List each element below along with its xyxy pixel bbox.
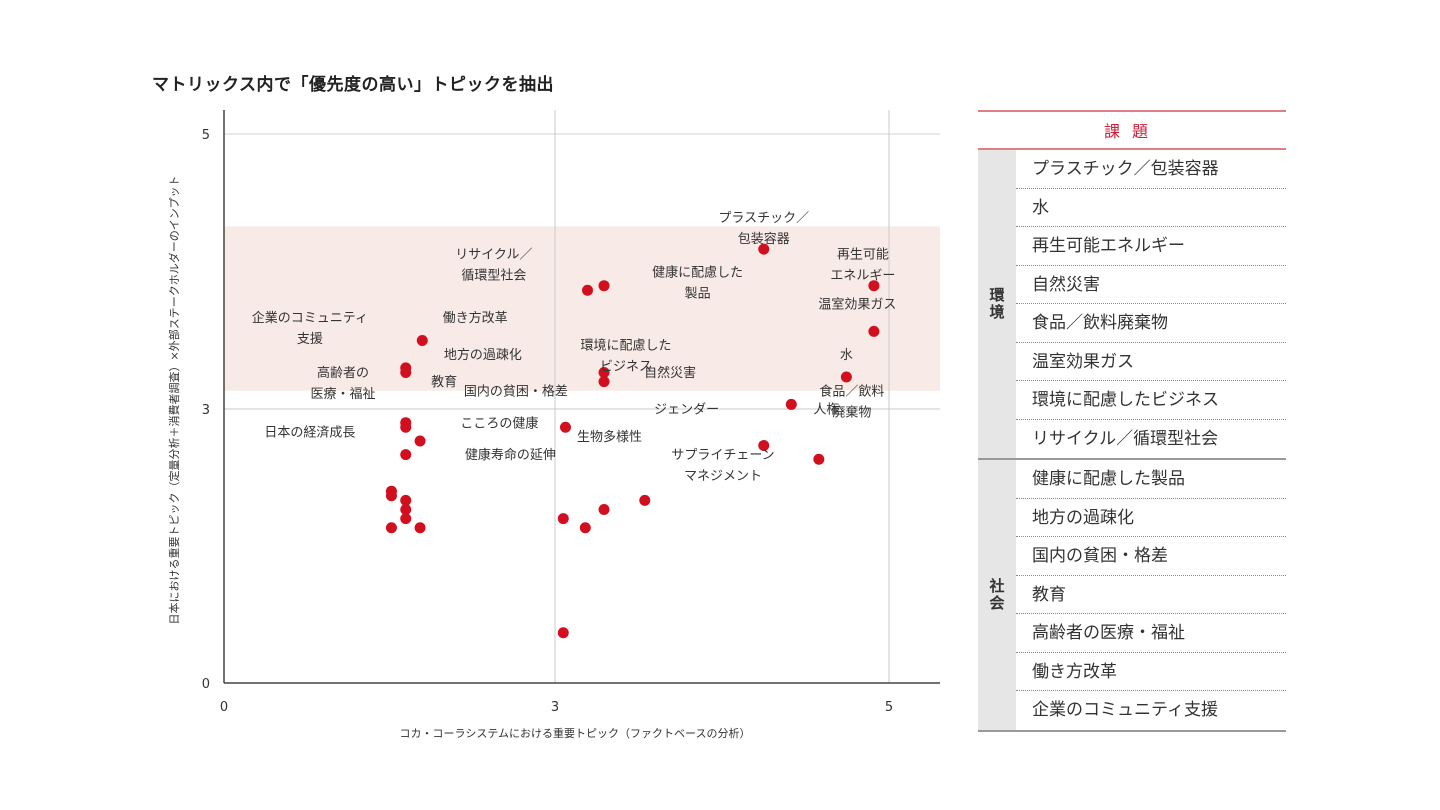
point-label: エネルギー — [830, 268, 895, 283]
point-label: 支援 — [297, 332, 323, 347]
data-point-29 — [414, 522, 426, 534]
data-point-27 — [579, 522, 591, 534]
data-point-16 — [400, 449, 412, 461]
point-label: 再生可能 — [837, 247, 889, 262]
point-label: リサイクル／ — [455, 247, 532, 262]
point-label: 健康寿命の延伸 — [465, 447, 556, 463]
issue-row: 温室効果ガス — [1016, 343, 1286, 381]
data-point-15 — [559, 421, 571, 433]
point-label: プラスチック／ — [718, 211, 809, 226]
y-tick-label: 0 — [202, 677, 210, 692]
data-point-24 — [639, 494, 651, 506]
issue-row: 教育 — [1016, 576, 1286, 614]
issues-table: 課題 環境 プラスチック／包装容器水再生可能エネルギー 自然災害 食品／飲料廃棄物 温室… — [978, 110, 1286, 732]
point-label: 環境に配慮した — [581, 339, 672, 354]
data-point-28 — [385, 522, 397, 534]
data-point-20 — [385, 490, 397, 502]
data-point-26 — [557, 513, 569, 525]
point-label: マネジメント — [684, 469, 762, 484]
data-point-13 — [400, 421, 412, 433]
issue-row: リサイクル／循環型社会 — [1032, 428, 1219, 449]
point-label: 日本の経済成長 — [264, 424, 355, 440]
data-point-23 — [400, 513, 412, 525]
issue-rows: 健康に配慮した製品 地方の過疎化 国内の貧困・格差 教育 高齢者の医療・福祉 働き方改革企… — [1016, 460, 1286, 730]
data-point-11 — [785, 398, 797, 410]
issue-row: 健康に配慮した製品 — [1016, 460, 1286, 499]
data-point-5 — [416, 335, 428, 346]
data-point-1 — [582, 284, 594, 296]
data-point-25 — [598, 503, 610, 515]
point-label: 企業のコミュニティ — [252, 310, 368, 326]
data-point-17 — [758, 440, 770, 452]
data-point-0 — [758, 243, 770, 255]
issue-row: 食品／飲料廃棄物 — [1016, 304, 1286, 343]
x-tick-label: 0 — [220, 700, 228, 715]
issue-group: 環境 プラスチック／包装容器水再生可能エネルギー 自然災害 食品／飲料廃棄物 温室効果ガ… — [978, 150, 1286, 460]
point-label: 人権 — [813, 402, 839, 418]
issue-row: 高齢者の医療・福祉 — [1016, 614, 1286, 653]
data-point-2 — [598, 280, 610, 292]
chart-title: マトリックス内で「優先度の高い」トピックを抽出 — [152, 75, 554, 95]
issue-category-label: 環境 — [987, 287, 1006, 321]
issue-category-label: 社会 — [987, 577, 1006, 612]
point-label: 生物多様性 — [577, 429, 642, 445]
data-point-9 — [598, 376, 610, 388]
data-point-30 — [557, 627, 569, 639]
y-tick-label: 3 — [202, 403, 210, 418]
point-label: ビジネス — [600, 360, 652, 375]
data-point-10 — [840, 371, 852, 383]
priority-region — [224, 226, 940, 391]
data-point-3 — [868, 280, 880, 292]
point-label: 包装容器 — [738, 231, 790, 247]
issue-row: 再生可能エネルギー — [1016, 227, 1286, 266]
issue-row: 国内の貧困・格差 — [1016, 537, 1286, 576]
issue-row: 環境に配慮したビジネス — [1016, 381, 1286, 420]
point-label: 食品／飲料 — [819, 383, 884, 399]
issue-row: プラスチック／包装容器 — [1016, 150, 1286, 189]
point-label: 健康に配慮した — [652, 265, 743, 281]
data-point-14 — [414, 435, 426, 447]
point-label: サプライチェーン — [671, 448, 774, 463]
issue-rows: プラスチック／包装容器水再生可能エネルギー 自然災害 食品／飲料廃棄物 温室効果ガス環… — [1016, 150, 1286, 458]
y-axis-title: 日本における重要トピック（定量分析＋消費者調査）×外部ステークホルダーのインプッ… — [167, 176, 181, 625]
issue-row: 働き方改革 — [1016, 653, 1286, 691]
point-label: 水 — [840, 348, 853, 363]
issue-row: 地方の過疎化 — [1016, 499, 1286, 537]
x-axis-title: コカ・コーラシステムにおける重要トピック（ファクトベースの分析） — [400, 726, 751, 740]
data-point-7 — [400, 366, 412, 378]
point-label: 循環型社会 — [461, 267, 526, 283]
point-label: 廃棄物 — [832, 404, 871, 420]
point-label: 自然災害 — [644, 365, 696, 381]
issue-category: 社会 — [978, 460, 1016, 730]
x-tick-label: 5 — [885, 700, 893, 715]
issue-row: 企業のコミュニティ支援 — [1032, 700, 1218, 720]
point-label: 製品 — [685, 287, 711, 302]
y-tick-label: 5 — [202, 128, 210, 143]
data-point-22 — [400, 503, 412, 515]
data-point-8 — [598, 366, 610, 378]
point-label: 高齢者の — [317, 365, 369, 381]
issue-row: 自然災害 — [1016, 266, 1286, 304]
x-tick-label: 3 — [551, 700, 559, 715]
data-point-21 — [400, 494, 412, 506]
issues-table-groups: 環境 プラスチック／包装容器水再生可能エネルギー 自然災害 食品／飲料廃棄物 温室効果ガ… — [978, 150, 1286, 732]
data-point-18 — [813, 453, 825, 465]
issues-table-header: 課題 — [978, 110, 1286, 150]
point-label: ジェンダー — [654, 403, 719, 418]
data-point-4 — [868, 325, 880, 337]
point-label: 地方の過疎化 — [444, 347, 522, 363]
point-label: 教育 — [431, 374, 457, 390]
point-label: 温室効果ガス — [818, 297, 896, 313]
issue-row: 水 — [1016, 189, 1286, 227]
materiality-scatter-chart: 0 3 5 0 3 5 コカ・コーラシステムにおける重要トピック（ファクトベースの分析） 日本… — [167, 110, 940, 740]
point-label: 国内の貧困・格差 — [464, 383, 568, 399]
issue-category: 環境 — [978, 150, 1016, 458]
point-label: 働き方改革 — [443, 310, 508, 326]
point-label: 医療・福祉 — [310, 387, 375, 402]
issue-group: 社会 健康に配慮した製品 地方の過疎化 国内の貧困・格差 教育 高齢者の医療・福祉 働き方改… — [978, 460, 1286, 732]
point-label: こころの健康 — [460, 415, 538, 431]
